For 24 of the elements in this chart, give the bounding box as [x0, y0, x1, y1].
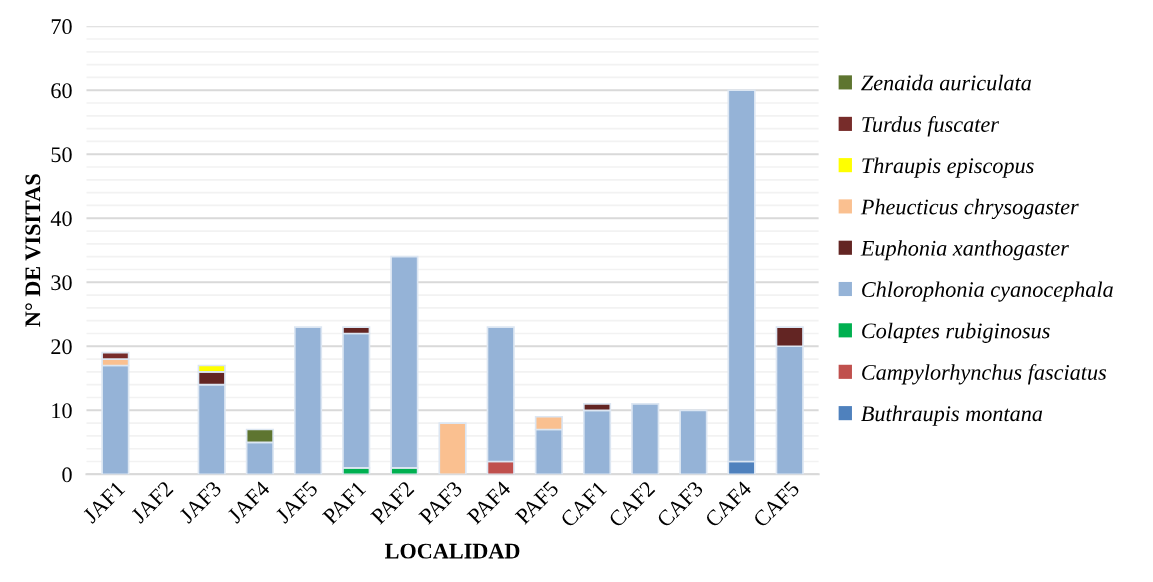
bar	[293, 326, 323, 475]
legend-label: Chlorophonia cyanocephala	[862, 281, 1113, 302]
legend-label: Turdus fuscater	[862, 116, 999, 137]
y-tick-label: 0	[62, 467, 72, 483]
y-tick-label: 30	[51, 275, 72, 291]
bar	[679, 409, 708, 475]
y-tick-label: 10	[52, 403, 72, 419]
legend-label: Thraupis episcopus	[862, 157, 1034, 178]
y-tick-label: 70	[51, 19, 72, 35]
y-tick-label: 50	[51, 147, 72, 163]
bar	[438, 422, 467, 475]
x-axis-title: LOCALIDAD	[385, 543, 520, 559]
legend-label: Pheucticus chrysogaster	[860, 198, 1079, 220]
legend-label: Colaptes rubiginosus	[862, 322, 1050, 343]
bar	[101, 364, 130, 475]
legend-label: Euphonia xanthogaster	[860, 240, 1069, 261]
bar	[631, 403, 660, 475]
y-tick-label: 40	[50, 211, 72, 227]
legend-label: Buthraupis montana	[861, 405, 1043, 426]
legend-label: Zenaida auriculata	[861, 74, 1031, 91]
legend-label: Campylorhynchus fasciatus	[862, 364, 1107, 385]
y-tick-label: 20	[51, 339, 72, 355]
y-tick-label: 60	[51, 83, 72, 99]
y-axis-title: N° DE VISITAS	[25, 174, 41, 327]
